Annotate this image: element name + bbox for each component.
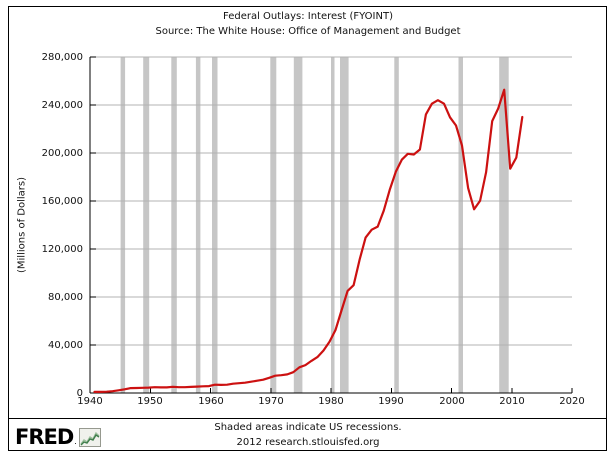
y-tick-label: 160,000 bbox=[41, 196, 83, 207]
footer-text: Shaded areas indicate US recessions. 201… bbox=[8, 420, 608, 450]
chart-source: Source: The White House: Office of Manag… bbox=[155, 26, 461, 37]
fred-logo-graph-icon bbox=[78, 428, 101, 447]
recession-band bbox=[120, 57, 126, 393]
x-tick-label: 2000 bbox=[439, 396, 465, 407]
recession-note: Shaded areas indicate US recessions. bbox=[214, 422, 402, 433]
fred-logo-text: FRED bbox=[15, 425, 74, 449]
recession-band bbox=[171, 57, 177, 393]
logo-trademark-dot: . bbox=[74, 437, 77, 446]
recession-band bbox=[340, 57, 349, 393]
y-tick-label: 280,000 bbox=[41, 52, 83, 63]
recession-band bbox=[331, 57, 335, 393]
chart-header: Federal Outlays: Interest (FYOINT) Sourc… bbox=[8, 9, 608, 39]
credit-line: 2012 research.stlouisfed.org bbox=[236, 437, 380, 448]
recession-band bbox=[458, 57, 463, 393]
x-tick-label: 2020 bbox=[559, 396, 585, 407]
x-tick-label: 1970 bbox=[258, 396, 284, 407]
data-line bbox=[93, 88, 524, 393]
footer-divider bbox=[8, 418, 607, 419]
x-tick-label: 1990 bbox=[378, 396, 404, 407]
x-tick-label: 1980 bbox=[318, 396, 344, 407]
y-tick-label: 240,000 bbox=[41, 100, 83, 111]
x-tick-label: 1940 bbox=[77, 396, 103, 407]
recession-band bbox=[212, 57, 218, 393]
y-tick-label: 80,000 bbox=[48, 292, 83, 303]
y-tick-label: 200,000 bbox=[41, 148, 83, 159]
fred-logo: FRED . bbox=[15, 424, 101, 448]
x-tick-label: 1960 bbox=[198, 396, 224, 407]
x-tick-label: 1950 bbox=[137, 396, 163, 407]
recession-band bbox=[270, 57, 277, 393]
recession-band bbox=[394, 57, 399, 393]
recession-band bbox=[195, 57, 201, 393]
y-tick-label: 0 bbox=[76, 388, 83, 399]
x-tick-label: 2010 bbox=[499, 396, 525, 407]
recession-band bbox=[499, 57, 509, 393]
y-tick-label: 120,000 bbox=[41, 244, 83, 255]
recession-band bbox=[293, 57, 303, 393]
recession-band bbox=[143, 57, 150, 393]
chart-title: Federal Outlays: Interest (FYOINT) bbox=[222, 11, 393, 22]
y-tick-label: 40,000 bbox=[48, 340, 83, 351]
